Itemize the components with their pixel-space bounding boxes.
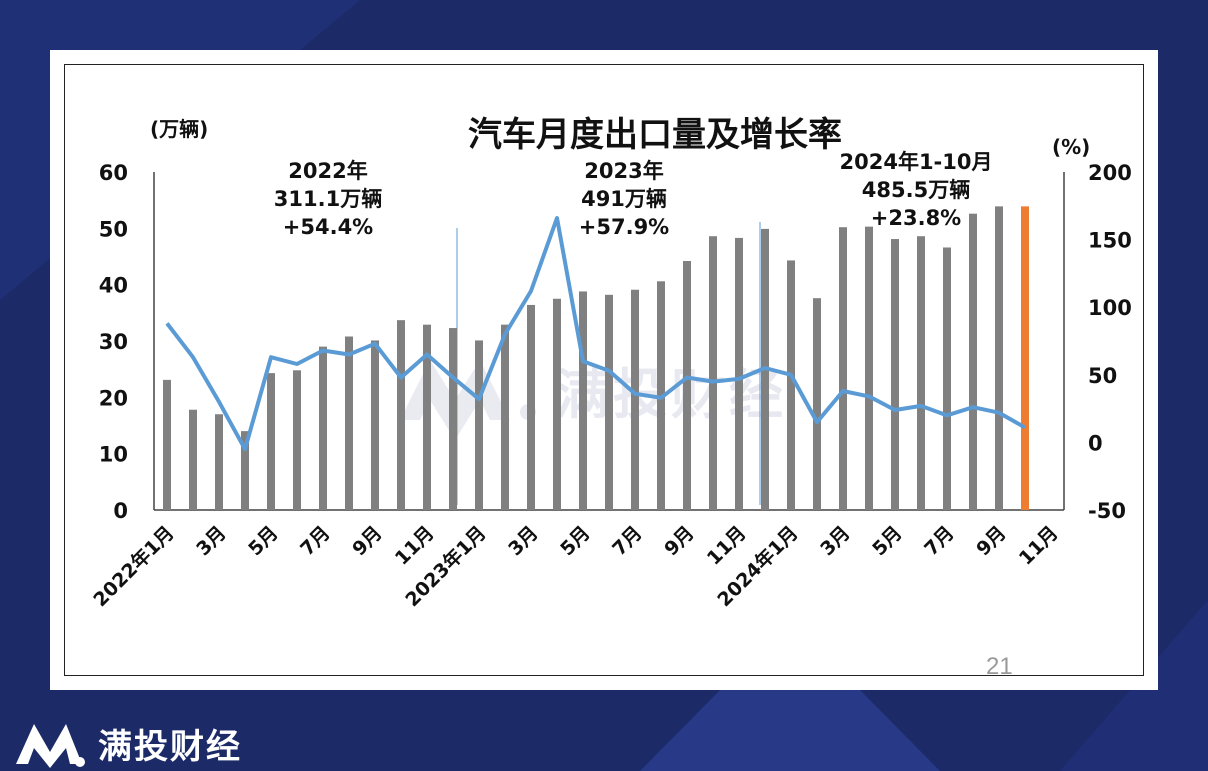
watermark-logo-icon [400, 360, 536, 440]
right-tick-label: 0 [1088, 431, 1103, 455]
right-tick-label: -50 [1088, 499, 1126, 523]
annotation-growth: +23.8% [871, 206, 961, 230]
x-tick-label: 9月 [660, 522, 698, 560]
bar [735, 237, 743, 510]
annotation-2024: 2024年1-10月 485.5万辆 +23.8% [840, 150, 993, 230]
bar [189, 409, 197, 510]
x-tick-label: 5月 [556, 522, 594, 560]
annotation-total: 485.5万辆 [862, 178, 970, 202]
x-tick-label: 3月 [192, 522, 230, 560]
chart-title: 汽车月度出口量及增长率 [468, 115, 842, 155]
annotation-total: 491万辆 [581, 187, 667, 211]
bar [579, 291, 587, 510]
x-tick-label: 5月 [244, 522, 282, 560]
right-tick-label: 200 [1088, 161, 1132, 185]
x-tick-label: 11月 [1015, 522, 1063, 570]
bar [1021, 206, 1029, 510]
right-tick-label: 100 [1088, 296, 1132, 320]
x-tick-label: 2022年1月 [89, 521, 179, 611]
bar [293, 370, 301, 510]
left-tick-label: 0 [113, 499, 128, 523]
bar [319, 346, 327, 510]
bar [371, 340, 379, 510]
page-number: 21 [986, 653, 1013, 680]
bar [969, 213, 977, 511]
left-tick-label: 20 [99, 386, 128, 410]
right-tick-label: 50 [1088, 364, 1117, 388]
bar [449, 328, 457, 510]
bar [475, 340, 483, 510]
brand-name: 满投财经 [98, 726, 242, 767]
annotation-2023: 2023年 491万辆 +57.9% [579, 159, 669, 239]
bar [813, 298, 821, 510]
left-tick-label: 10 [99, 443, 128, 467]
right-axis-unit: (%) [1052, 135, 1090, 159]
bar [163, 379, 171, 510]
x-tick-label: 7月 [608, 522, 646, 560]
bar [839, 227, 847, 510]
x-tick-label: 7月 [296, 522, 334, 560]
left-axis-unit: (万辆) [150, 117, 208, 141]
x-tick-label: 3月 [504, 522, 542, 560]
bar [865, 226, 873, 511]
x-tick-label: 7月 [920, 522, 958, 560]
annotation-year: 2024年1-10月 [840, 150, 993, 174]
bar [631, 289, 639, 510]
bar [397, 320, 405, 510]
annotation-year: 2023年 [584, 159, 663, 183]
bar [891, 239, 899, 510]
x-tick-label: 11月 [391, 522, 439, 570]
annotation-year: 2022年 [288, 159, 367, 183]
left-tick-label: 40 [99, 274, 128, 298]
x-tick-label: 5月 [868, 522, 906, 560]
bar [553, 298, 561, 510]
bar [683, 261, 691, 510]
right-tick-label: 150 [1088, 229, 1132, 253]
x-tick-label: 3月 [816, 522, 854, 560]
annotation-growth: +54.4% [283, 215, 373, 239]
chart-frame [64, 64, 1144, 676]
x-tick-label: 11月 [703, 522, 751, 570]
bar [215, 414, 223, 510]
bar [241, 431, 249, 510]
annotation-total: 311.1万辆 [274, 187, 382, 211]
bar [995, 206, 1003, 510]
growth-line [165, 216, 1026, 452]
bar [917, 236, 925, 510]
left-tick-label: 60 [99, 161, 128, 185]
bar [943, 247, 951, 510]
bar [423, 324, 431, 510]
bar [501, 324, 509, 510]
x-tick-label: 9月 [972, 522, 1010, 560]
bar [267, 373, 275, 510]
bar [709, 236, 717, 510]
bar [527, 304, 535, 510]
brand-logo-icon [16, 724, 85, 768]
x-tick-label: 9月 [348, 522, 386, 560]
footer-brand: 满投财经 [14, 718, 242, 768]
bar [345, 336, 353, 510]
watermark-text: 满投财经 [555, 363, 787, 426]
annotation-growth: +57.9% [579, 215, 669, 239]
left-tick-label: 50 [99, 217, 128, 241]
bar [787, 260, 795, 510]
left-tick-label: 30 [99, 330, 128, 354]
bar [605, 294, 613, 510]
annotation-2022: 2022年 311.1万辆 +54.4% [274, 159, 382, 239]
